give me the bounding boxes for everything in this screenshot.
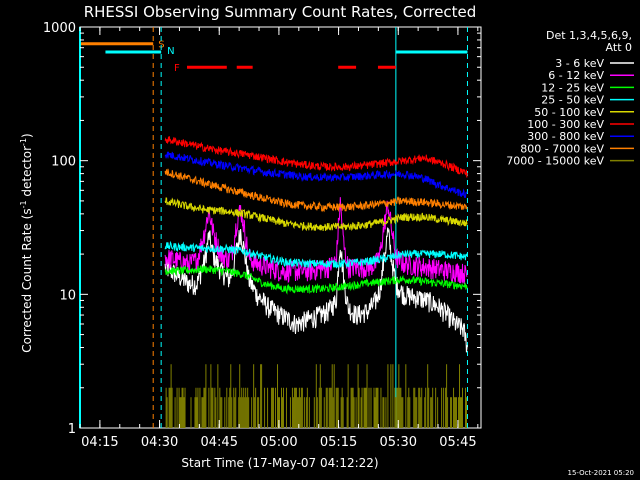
x-axis-label: Start Time (17-May-07 04:12:22) (181, 456, 378, 470)
legend-label: 50 - 100 keV (534, 106, 604, 119)
series-line-100-300-kev (164, 136, 468, 178)
series-line-6-12-kev (164, 197, 468, 285)
axes-group: 1 10 100 1000 04:15 04:30 04:45 05:00 05:15 05:30… (43, 21, 481, 450)
y-axis-label: Corrected Count Rate (s-1 detector-1) (19, 133, 34, 352)
legend-label: 12 - 25 keV (541, 81, 604, 94)
x-tick-label: 05:00 (260, 435, 297, 450)
series-line-50-100-kev (164, 197, 468, 232)
y-tick-label: 1 (68, 422, 76, 437)
chart-title: RHESSI Observing Summary Count Rates, Co… (84, 3, 477, 21)
y-tick-label: 10 (59, 288, 76, 303)
x-tick-label: 04:15 (81, 435, 118, 450)
series-line-12-25-kev (164, 265, 468, 295)
series-group (164, 136, 468, 428)
footer-timestamp: 15-Oct-2021 05:20 (568, 469, 634, 477)
x-tick-label: 05:15 (320, 435, 357, 450)
x-tick-label: 05:30 (380, 435, 417, 450)
x-tick-label: 04:45 (201, 435, 238, 450)
legend-label: 7000 - 15000 keV (506, 155, 604, 168)
legend-label: 3 - 6 keV (555, 57, 604, 70)
series-line-25-50-kev (164, 240, 468, 269)
flare-flag-label: F (174, 63, 180, 74)
legend-label: 300 - 800 keV (527, 130, 604, 143)
legend-label: 6 - 12 keV (548, 69, 604, 82)
legend-header-1: Det 1,3,4,5,6,9, (546, 29, 632, 42)
legend-label: 25 - 50 keV (541, 94, 604, 107)
series-line-800-7000-kev (164, 168, 468, 213)
series-7000-15000-kev (165, 364, 467, 428)
y-tick-label: 100 (51, 155, 76, 170)
x-tick-label: 04:30 (141, 435, 178, 450)
series-line-3-6-kev (164, 227, 468, 353)
night-flag-label: N (167, 46, 174, 57)
series-line-300-800-kev (164, 151, 468, 198)
legend-header-2: Att 0 (606, 41, 632, 54)
legend-label: 800 - 7000 keV (520, 142, 604, 155)
x-tick-label: 05:45 (439, 435, 476, 450)
y-tick-label: 1000 (43, 21, 76, 36)
flag-bars: SNF (79, 27, 468, 428)
legend-label: 100 - 300 keV (527, 118, 604, 131)
